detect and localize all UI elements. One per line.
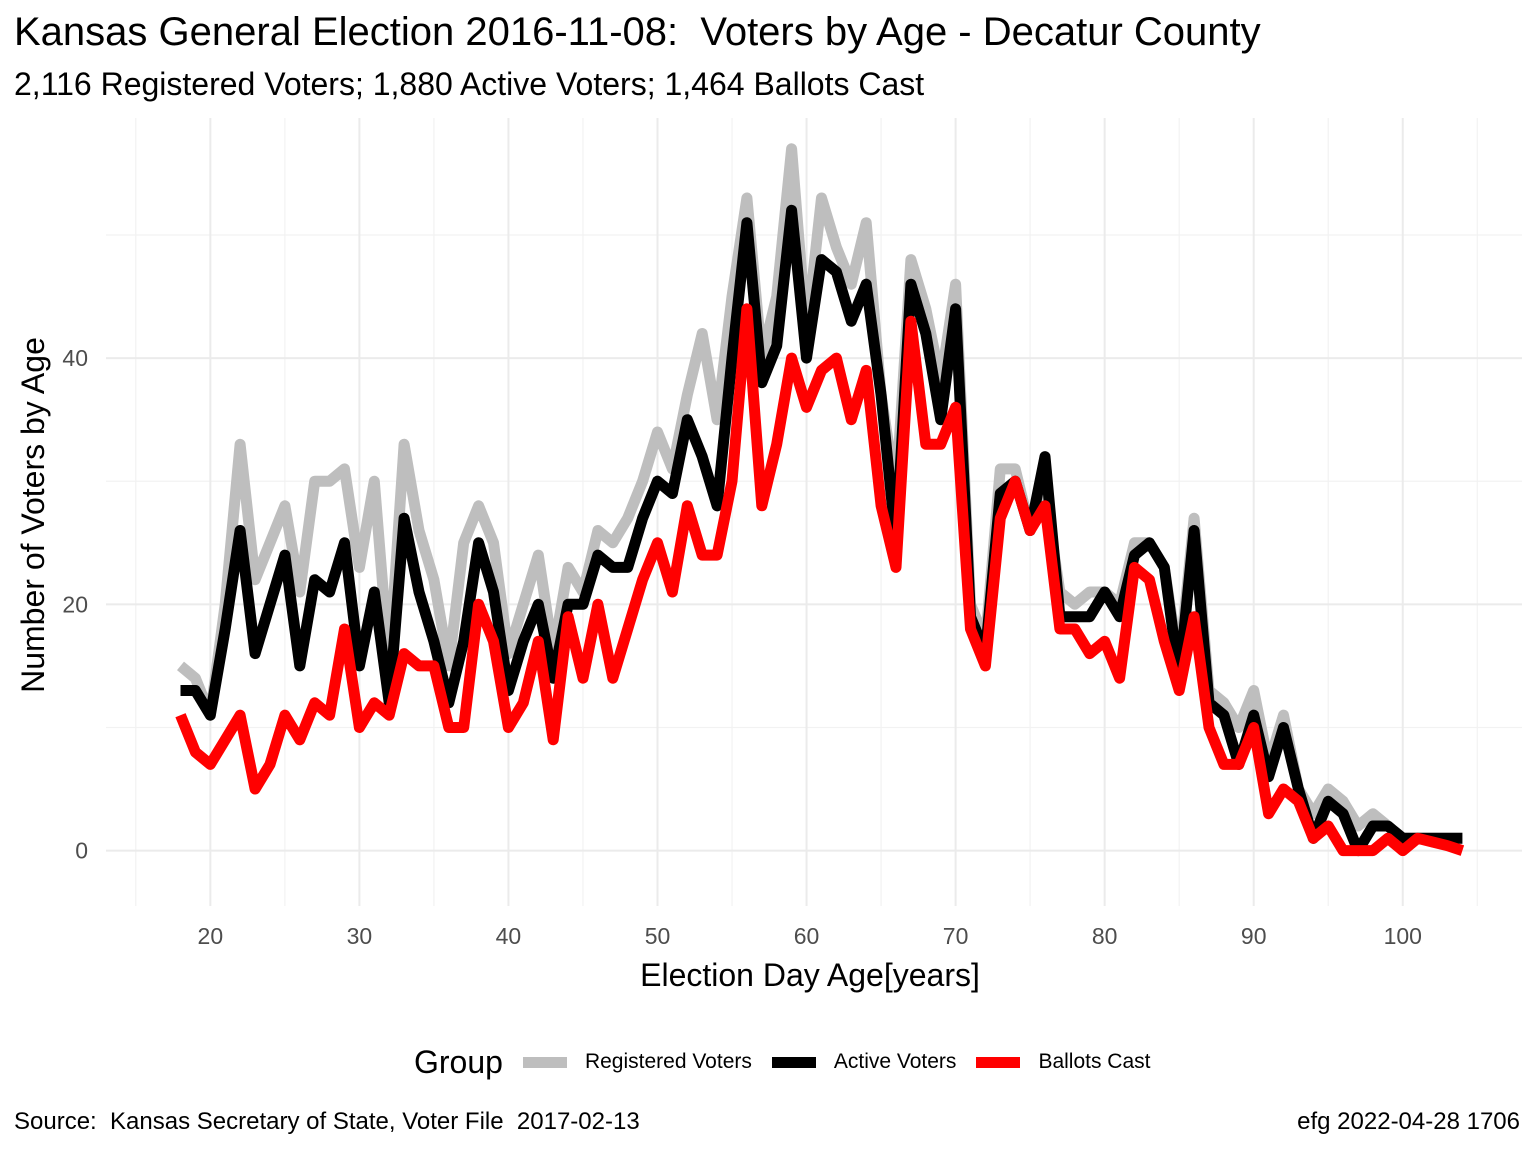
x-axis-title: Election Day Age[years] [640, 957, 980, 993]
legend-label-ballots: Ballots Cast [1038, 1050, 1151, 1073]
source-caption: Source: Kansas Secretary of State, Voter… [14, 1108, 640, 1135]
chart-title: Kansas General Election 2016-11-08: Vote… [14, 10, 1261, 54]
legend-key-active [771, 1056, 816, 1068]
x-tick-label: 40 [496, 923, 522, 949]
y-tick-labels: 0 20 40 [62, 345, 88, 864]
x-tick-label: 100 [1384, 923, 1422, 949]
chart-subtitle: 2,116 Registered Voters; 1,880 Active Vo… [14, 66, 925, 102]
y-axis-title: Number of Voters by Age [15, 337, 51, 693]
credit-caption: efg 2022-04-28 1706 [1297, 1108, 1520, 1135]
legend-title: Group [414, 1043, 503, 1080]
y-tick-label: 20 [62, 591, 88, 617]
x-tick-label: 60 [794, 923, 820, 949]
x-tick-label: 90 [1241, 923, 1267, 949]
legend-key-registered [522, 1056, 567, 1068]
ballots-cast-line [175, 303, 1465, 857]
legend-key-ballots [976, 1056, 1021, 1068]
x-tick-label: 80 [1092, 923, 1118, 949]
x-tick-labels: 20 30 40 50 60 70 80 90 100 [198, 923, 1422, 949]
y-tick-label: 40 [62, 345, 88, 371]
registered-voters-line [176, 143, 1463, 844]
legend-label-registered: Registered Voters [584, 1050, 752, 1073]
major-gridlines [106, 118, 1522, 906]
x-tick-label: 30 [347, 923, 373, 949]
series-lines [175, 143, 1465, 857]
y-tick-label: 0 [75, 838, 88, 864]
x-tick-label: 20 [198, 923, 224, 949]
x-tick-label: 50 [645, 923, 671, 949]
legend-item-ballots: Ballots Cast [976, 1050, 1150, 1074]
x-tick-label: 70 [943, 923, 969, 949]
legend-item-active: Active Voters [771, 1050, 957, 1074]
legend-label-active: Active Voters [833, 1050, 957, 1073]
legend: Group Registered Voters Active Voters Ba… [414, 1040, 1170, 1084]
legend-item-registered: Registered Voters [522, 1050, 752, 1074]
